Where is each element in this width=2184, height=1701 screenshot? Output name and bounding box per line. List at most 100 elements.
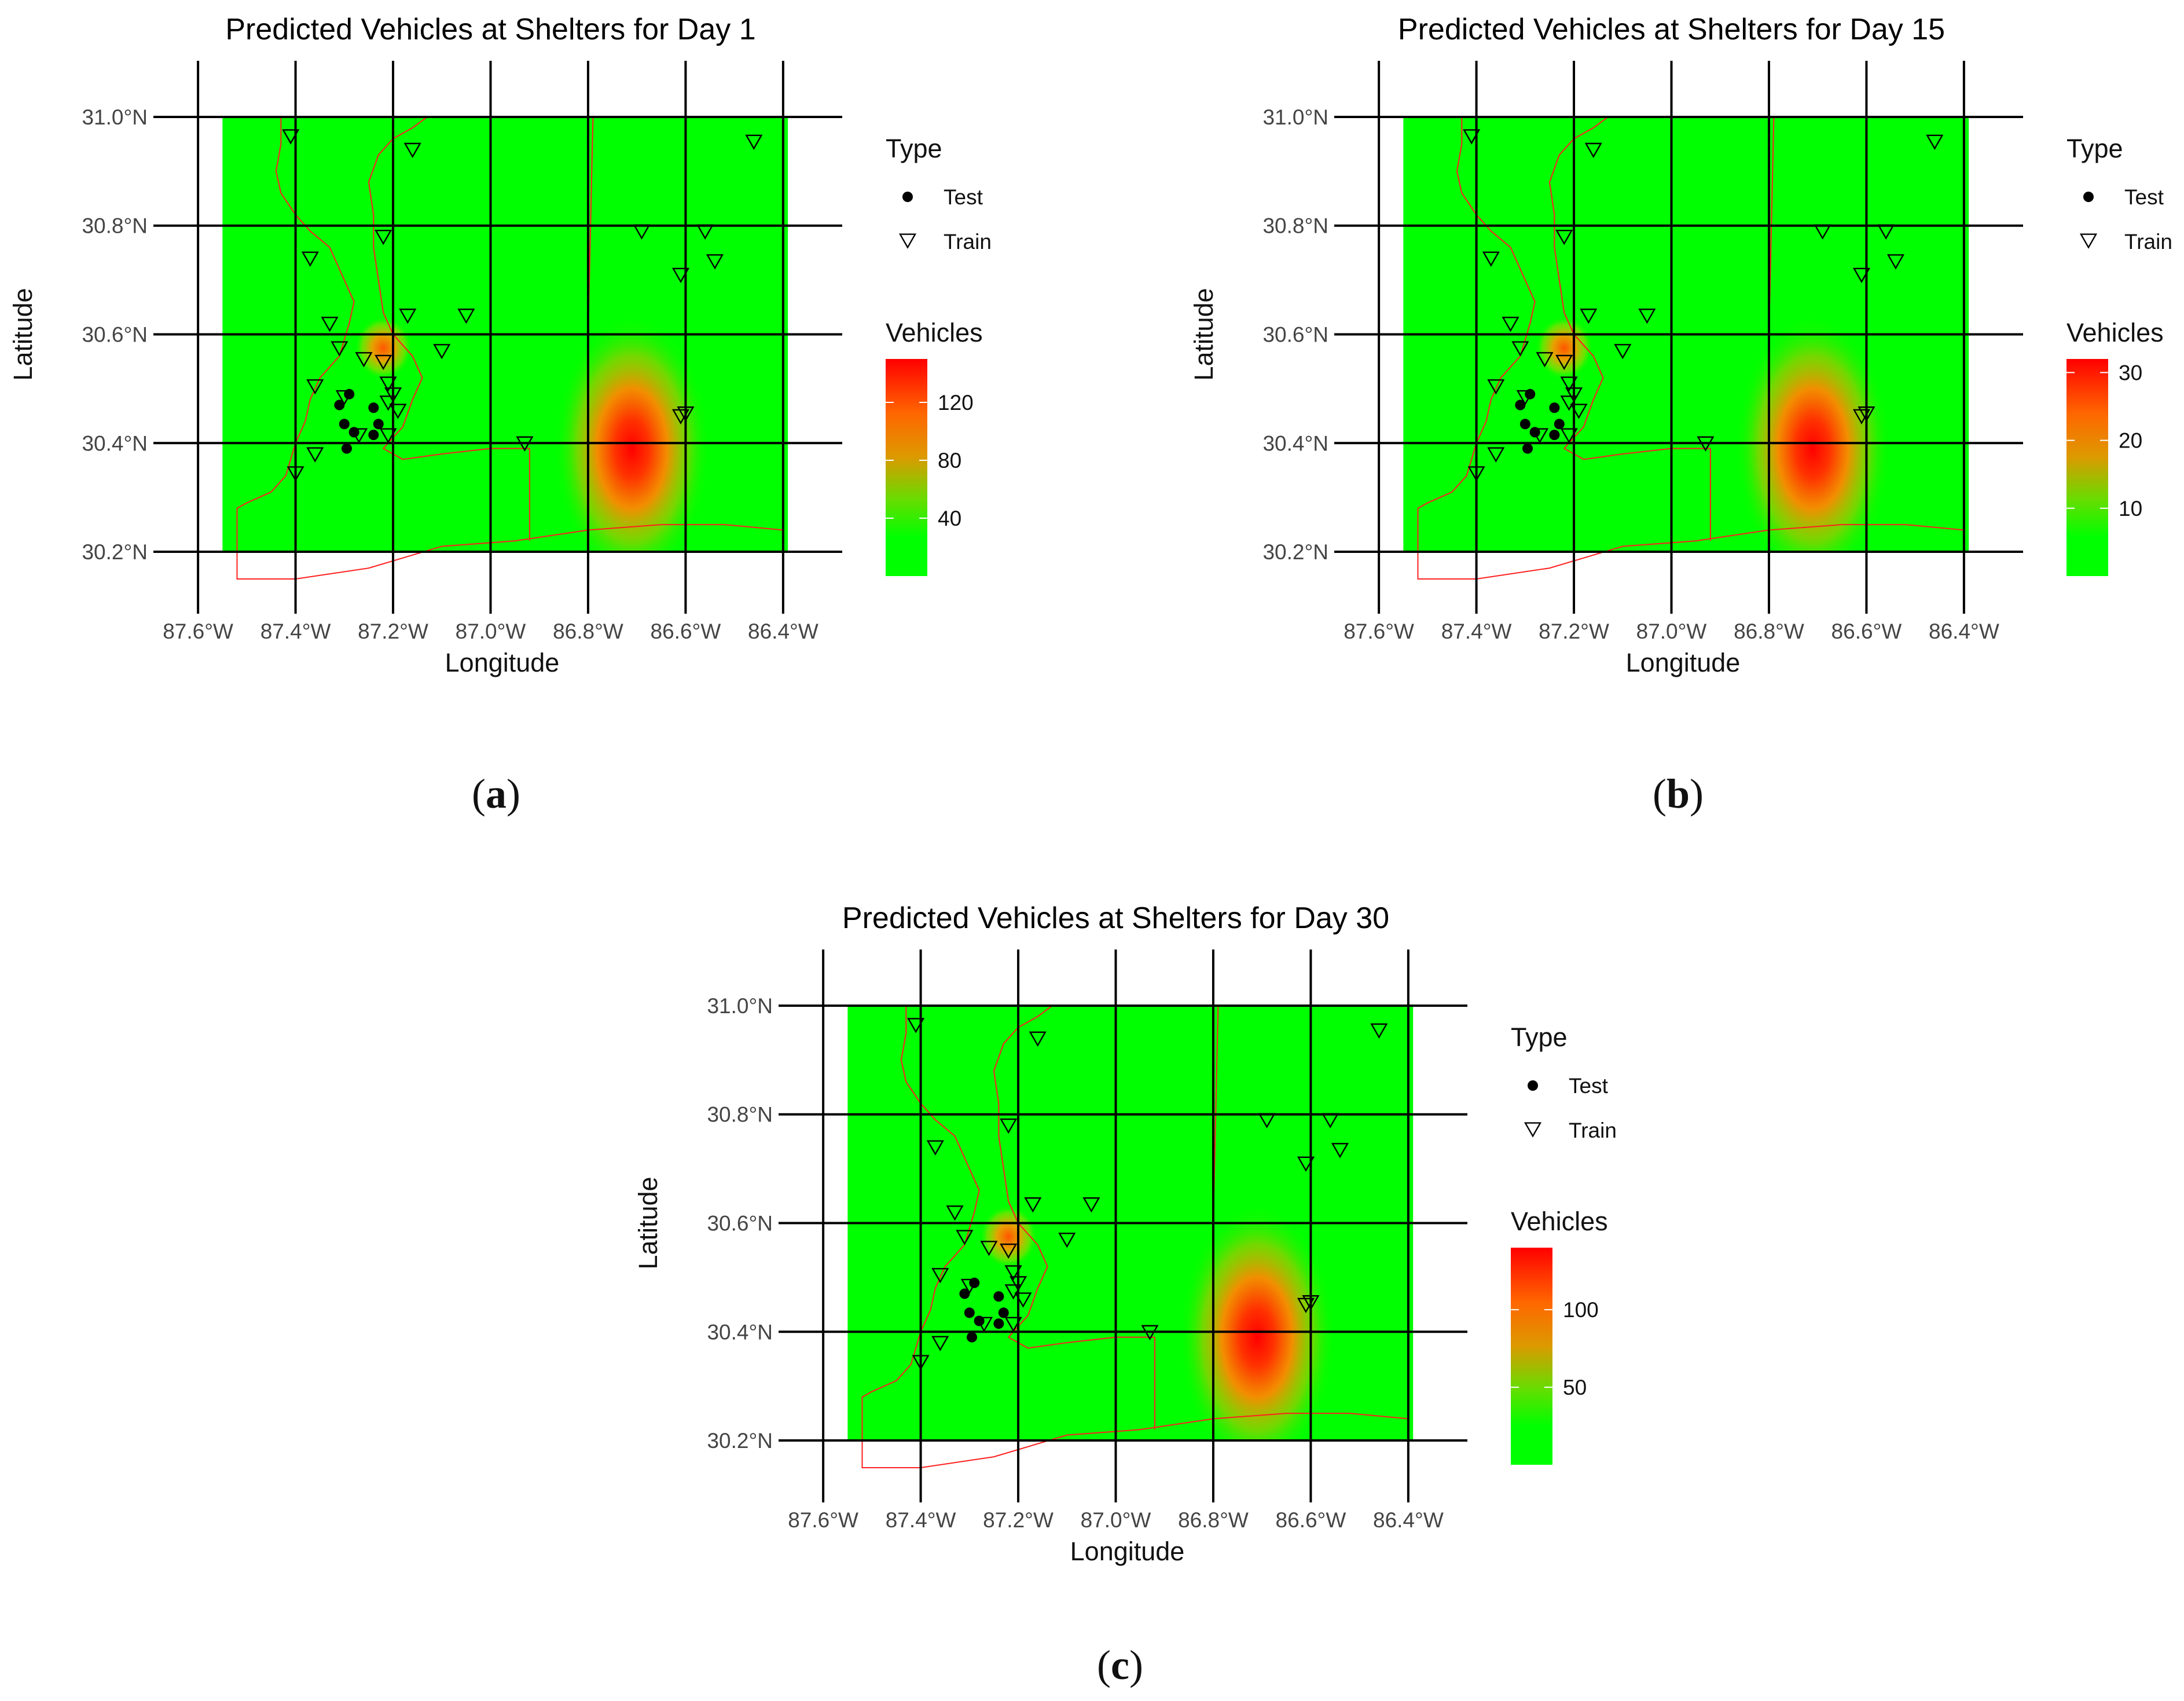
y-tick-label: 30.6°N bbox=[82, 323, 148, 347]
x-tick-label: 86.4°W bbox=[1929, 619, 1999, 643]
train-point bbox=[745, 134, 763, 150]
train-point bbox=[671, 409, 690, 425]
x-tick-label: 87.6°W bbox=[163, 619, 233, 643]
legend-vehicles-title: Vehicles bbox=[886, 318, 983, 347]
colorbar-tick-label: 10 bbox=[2119, 497, 2142, 520]
train-point bbox=[1555, 354, 1573, 371]
y-tick-label: 30.2°N bbox=[1262, 540, 1328, 564]
test-point bbox=[1522, 443, 1533, 454]
train-point bbox=[677, 406, 695, 422]
train-point bbox=[926, 1140, 944, 1156]
legend-train-label: Train bbox=[944, 230, 992, 254]
train-point bbox=[1638, 309, 1656, 324]
y-tick-label: 30.4°N bbox=[1262, 431, 1328, 455]
y-tick-label: 31.0°N bbox=[707, 994, 773, 1018]
train-point bbox=[1141, 1325, 1159, 1341]
train-point bbox=[516, 436, 534, 452]
x-axis-label: Longitude bbox=[1626, 648, 1741, 677]
test-point bbox=[1525, 388, 1536, 399]
test-point bbox=[969, 1277, 980, 1288]
hotspot-secondary bbox=[354, 316, 413, 380]
train-point bbox=[696, 224, 714, 240]
train-point bbox=[1487, 447, 1505, 463]
west-coast-boundary bbox=[861, 1005, 1408, 1468]
map-plot-day-15: Predicted Vehicles at Shelters for Day 1… bbox=[1189, 13, 2172, 677]
train-point bbox=[1000, 1118, 1018, 1134]
train-point bbox=[1565, 387, 1583, 403]
test-point bbox=[1515, 399, 1526, 410]
caption-c: (c) bbox=[1097, 1642, 1143, 1688]
train-point bbox=[282, 129, 300, 145]
train-point bbox=[1511, 341, 1529, 357]
train-point bbox=[1814, 224, 1831, 240]
test-point bbox=[1529, 427, 1540, 438]
x-tick-label: 86.4°W bbox=[1373, 1508, 1444, 1532]
train-point bbox=[1852, 267, 1871, 283]
x-tick-label: 86.8°W bbox=[1734, 619, 1804, 643]
train-point bbox=[931, 1336, 949, 1351]
train-point bbox=[306, 447, 324, 463]
test-point bbox=[959, 1288, 970, 1299]
train-point bbox=[1536, 352, 1554, 368]
train-point bbox=[1004, 1317, 1022, 1332]
test-point bbox=[368, 430, 379, 441]
x-axis-label: Longitude bbox=[1070, 1537, 1185, 1566]
train-point bbox=[1297, 1297, 1315, 1314]
train-point bbox=[321, 317, 339, 332]
train-point bbox=[1000, 1243, 1018, 1259]
y-tick-label: 31.0°N bbox=[82, 105, 148, 129]
test-point bbox=[993, 1318, 1004, 1329]
legend-test-label: Test bbox=[2124, 185, 2164, 209]
train-point bbox=[1852, 409, 1871, 425]
colorbar-tick-label: 50 bbox=[1563, 1376, 1587, 1399]
train-point bbox=[1555, 229, 1573, 245]
prediction-raster bbox=[222, 116, 788, 552]
train-point bbox=[306, 379, 324, 395]
y-tick-label: 30.6°N bbox=[1262, 323, 1328, 347]
train-point bbox=[375, 354, 392, 371]
train-point bbox=[1370, 1023, 1388, 1039]
hotspot-secondary bbox=[979, 1204, 1038, 1269]
y-tick-label: 30.6°N bbox=[707, 1212, 773, 1236]
train-point bbox=[1322, 1113, 1339, 1128]
colorbar bbox=[2066, 359, 2108, 576]
colorbar bbox=[1511, 1248, 1552, 1465]
hotspot-secondary bbox=[1535, 316, 1594, 380]
train-point bbox=[1886, 254, 1905, 270]
legend-test-symbol bbox=[2083, 192, 2094, 202]
train-point bbox=[1560, 428, 1578, 443]
test-point bbox=[993, 1291, 1004, 1302]
colorbar-tick-label: 30 bbox=[2119, 361, 2142, 384]
test-point bbox=[373, 419, 384, 430]
map-plot-day-30: Predicted Vehicles at Shelters for Day 3… bbox=[633, 901, 1617, 1566]
graticule bbox=[153, 61, 842, 614]
train-point bbox=[1082, 1197, 1100, 1213]
train-point bbox=[1302, 1295, 1320, 1311]
panel-day-15: Predicted Vehicles at Shelters for Day 1… bbox=[1181, 0, 2184, 677]
colorbar-tick-label: 100 bbox=[1563, 1298, 1599, 1322]
x-tick-label: 87.2°W bbox=[358, 619, 428, 643]
test-point bbox=[348, 427, 359, 438]
train-point bbox=[375, 229, 392, 245]
west-coast-boundary bbox=[1417, 116, 1964, 580]
train-point bbox=[389, 404, 407, 419]
train-point bbox=[1297, 1156, 1315, 1172]
colorbar-tick-label: 120 bbox=[938, 391, 974, 415]
x-tick-label: 87.4°W bbox=[1441, 619, 1512, 643]
x-tick-label: 87.4°W bbox=[886, 1508, 956, 1532]
train-point bbox=[331, 341, 348, 357]
chart-title: Predicted Vehicles at Shelters for Day 1… bbox=[1398, 13, 1945, 46]
legend-test-symbol bbox=[902, 192, 913, 202]
x-axis-label: Longitude bbox=[445, 648, 560, 677]
legend-train-label: Train bbox=[2124, 230, 2172, 254]
train-point bbox=[1009, 1276, 1027, 1292]
x-tick-label: 86.6°W bbox=[1276, 1508, 1346, 1532]
hotspot-main bbox=[1179, 1204, 1335, 1441]
train-point bbox=[1580, 309, 1598, 324]
y-axis-label: Latitude bbox=[8, 288, 38, 380]
legend-train-symbol bbox=[898, 233, 917, 249]
x-tick-label: 86.6°W bbox=[1831, 619, 1902, 643]
x-tick-label: 87.0°W bbox=[1081, 1508, 1151, 1532]
y-tick-label: 30.8°N bbox=[82, 214, 148, 238]
y-tick-label: 30.4°N bbox=[707, 1320, 773, 1344]
